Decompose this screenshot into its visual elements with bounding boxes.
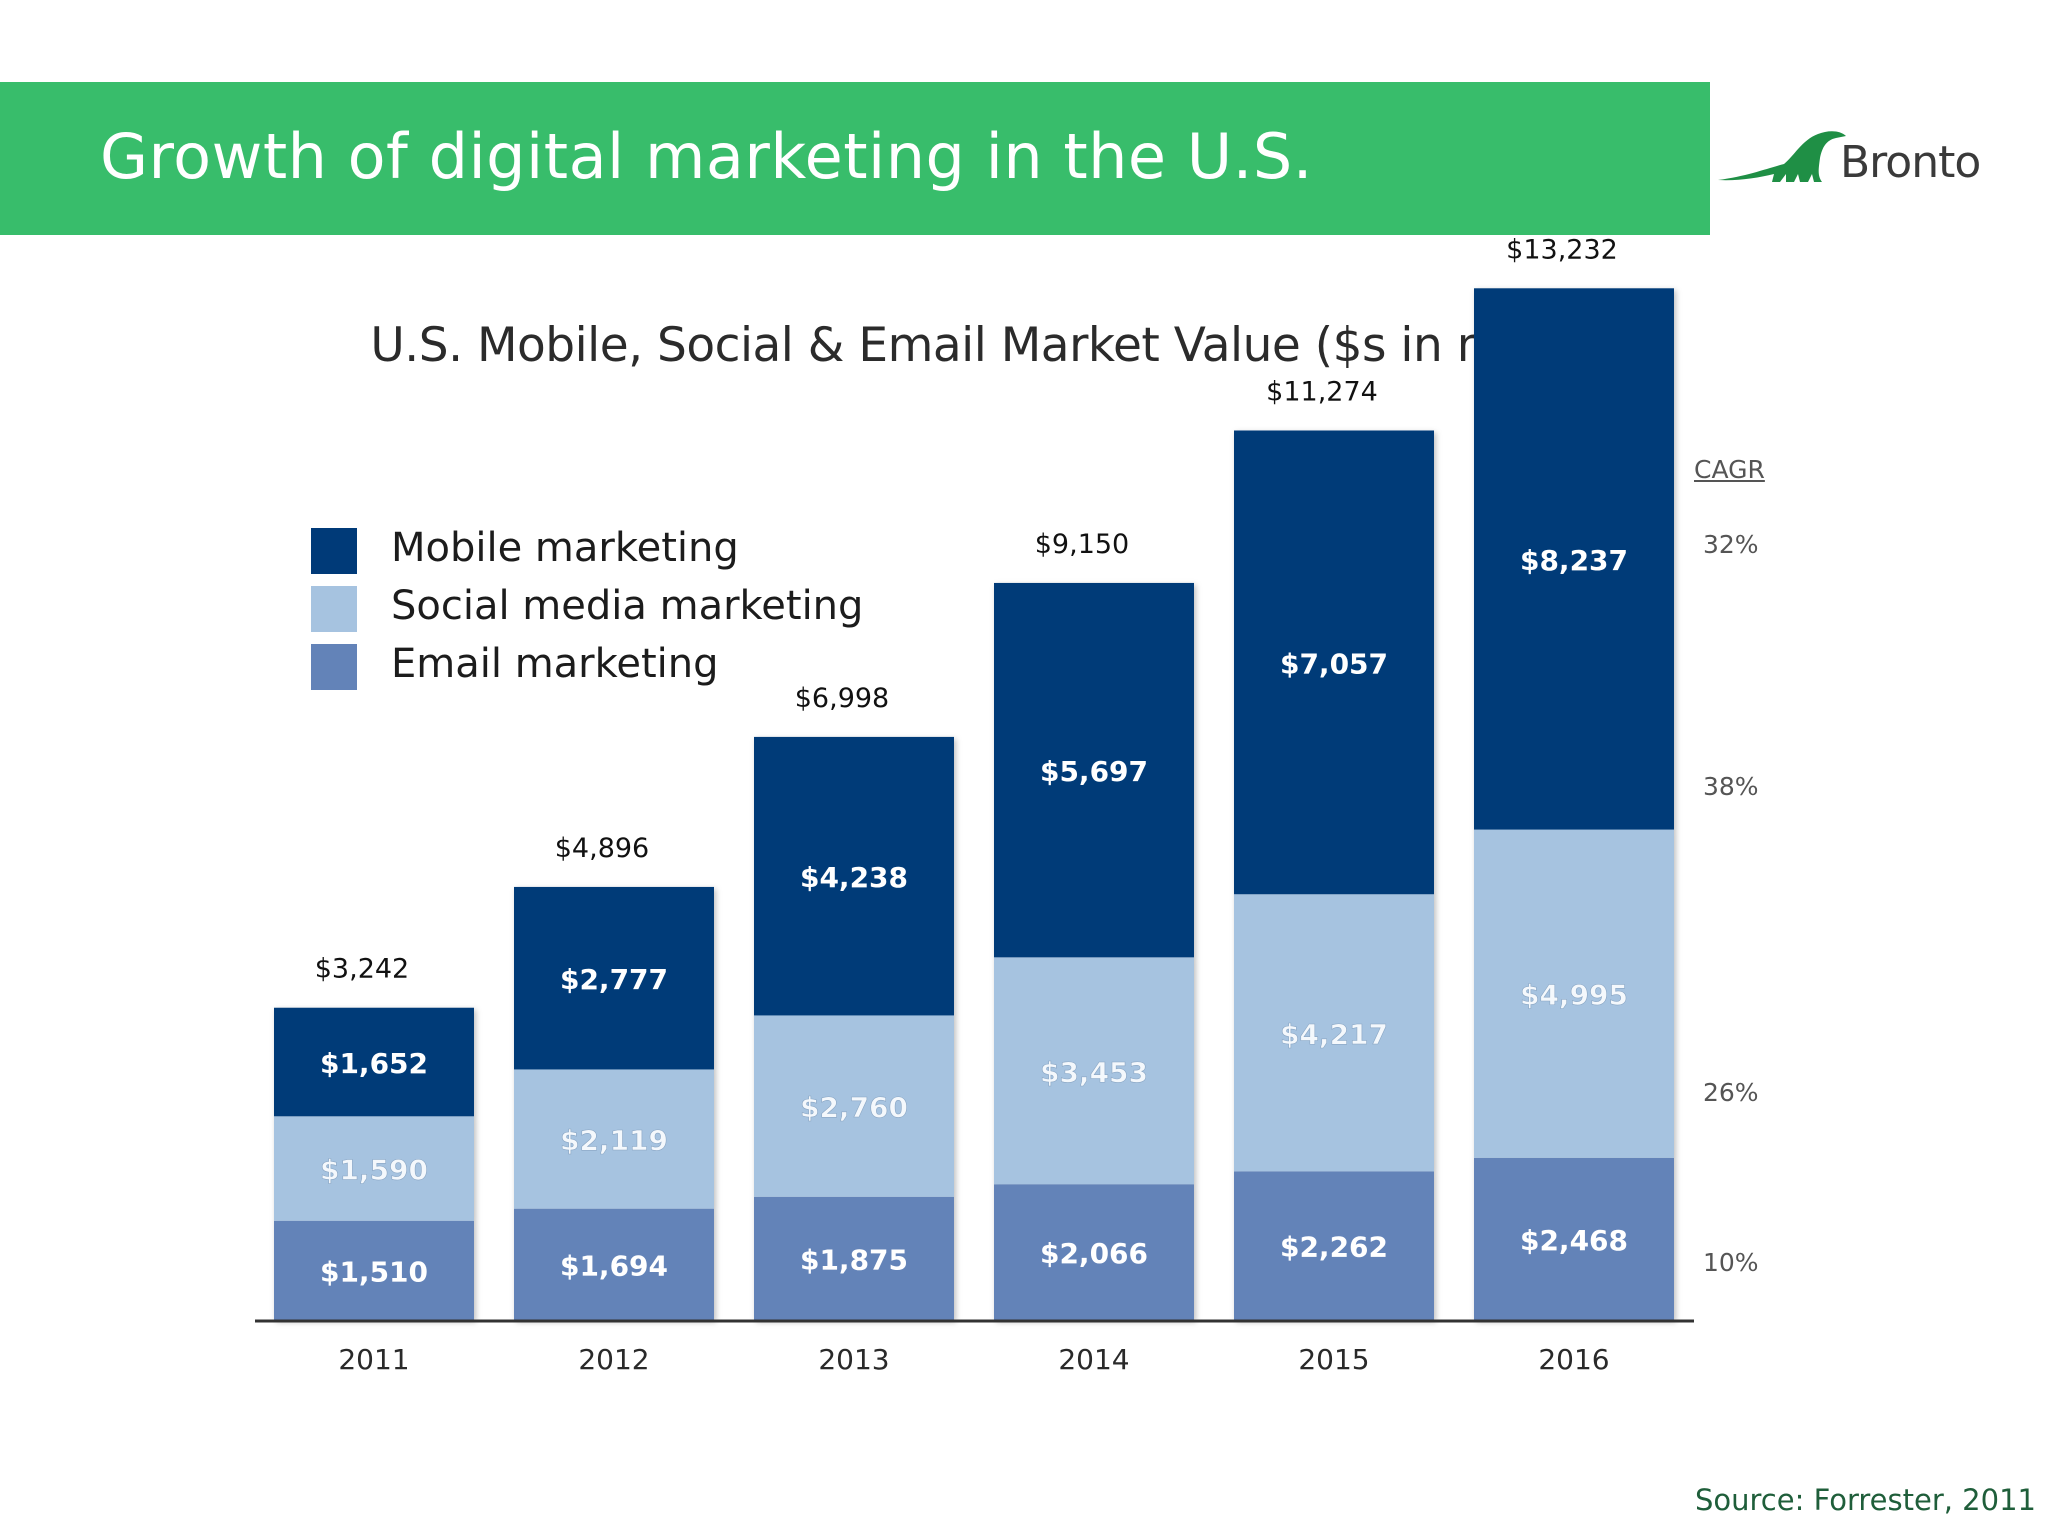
legend-swatch-mobile bbox=[311, 528, 357, 574]
segment-label: $3,453 bbox=[1040, 1056, 1148, 1089]
total-label: $4,896 bbox=[555, 833, 649, 864]
bar-segment-social-media-marketing-2012 bbox=[514, 1069, 714, 1209]
bar-segment-social-media-marketing-2014 bbox=[994, 957, 1194, 1185]
bar-segment-mobile-marketing-2015 bbox=[1234, 430, 1434, 895]
x-tick-label: 2016 bbox=[1538, 1343, 1609, 1376]
bar-group-2016 bbox=[1474, 288, 1674, 1320]
x-tick-label: 2015 bbox=[1298, 1343, 1369, 1376]
segment-label: $2,777 bbox=[560, 963, 668, 996]
bar-segment-mobile-marketing-2011 bbox=[274, 1007, 474, 1117]
legend-swatch-email bbox=[311, 644, 357, 690]
cagr-heading: CAGR bbox=[1694, 455, 1765, 484]
cagr-mobile: 38% bbox=[1703, 772, 1759, 801]
total-label: $11,274 bbox=[1266, 376, 1378, 407]
cagr-social: 26% bbox=[1703, 1078, 1759, 1107]
bar-segment-email-marketing-2016 bbox=[1474, 1157, 1674, 1320]
segment-label: $2,760 bbox=[800, 1091, 908, 1124]
bar-segment-mobile-marketing-2016 bbox=[1474, 288, 1674, 830]
cagr-email: 10% bbox=[1703, 1248, 1759, 1277]
bar-segment-social-media-marketing-2013 bbox=[754, 1015, 954, 1197]
x-tick-label: 2011 bbox=[338, 1343, 409, 1376]
segment-label: $4,995 bbox=[1520, 979, 1628, 1012]
total-label: $6,998 bbox=[795, 683, 889, 714]
segment-label: $2,119 bbox=[560, 1124, 668, 1157]
bar-segment-mobile-marketing-2014 bbox=[994, 582, 1194, 958]
bar-segment-mobile-marketing-2013 bbox=[754, 736, 954, 1016]
bar-group-2012 bbox=[514, 886, 714, 1320]
segment-label: $8,237 bbox=[1520, 544, 1628, 577]
bar-group-2013 bbox=[754, 736, 954, 1320]
segment-label: $1,590 bbox=[320, 1154, 428, 1187]
bar-segment-social-media-marketing-2016 bbox=[1474, 829, 1674, 1158]
segment-label: $2,066 bbox=[1040, 1237, 1148, 1270]
bar-group-2014 bbox=[994, 582, 1194, 1320]
bar-segment-social-media-marketing-2015 bbox=[1234, 894, 1434, 1172]
source-note: Source: Forrester, 2011 bbox=[1694, 1483, 2036, 1517]
legend-label-email: Email marketing bbox=[391, 641, 719, 687]
x-tick-label: 2012 bbox=[578, 1343, 649, 1376]
x-tick-label: 2014 bbox=[1058, 1343, 1129, 1376]
logo-text: Bronto bbox=[1840, 137, 1981, 188]
bar-group-2015 bbox=[1234, 430, 1434, 1320]
segment-label: $7,057 bbox=[1280, 647, 1388, 680]
bar-segment-email-marketing-2015 bbox=[1234, 1171, 1434, 1320]
segment-label: $2,262 bbox=[1280, 1231, 1388, 1264]
segment-label: $4,217 bbox=[1280, 1018, 1388, 1051]
bar-segment-mobile-marketing-2012 bbox=[514, 886, 714, 1070]
bar-segment-email-marketing-2011 bbox=[274, 1220, 474, 1320]
segment-label: $4,238 bbox=[800, 861, 908, 894]
legend-swatch-social bbox=[311, 586, 357, 632]
chart-title-text: U.S. Mobile, Social & Email Market Value… bbox=[370, 318, 1652, 373]
segment-label: $1,652 bbox=[320, 1047, 428, 1080]
slide-title: Growth of digital marketing in the U.S. bbox=[100, 120, 1313, 193]
title-banner bbox=[0, 82, 1710, 235]
segment-label: $2,468 bbox=[1520, 1224, 1628, 1257]
total-label: $13,232 bbox=[1506, 234, 1618, 265]
chart-title: U.S. Mobile, Social & Email Market Value… bbox=[0, 318, 2048, 373]
bar-segment-email-marketing-2012 bbox=[514, 1208, 714, 1320]
segment-label: $1,510 bbox=[320, 1255, 428, 1288]
total-label: $3,242 bbox=[315, 954, 409, 985]
segment-label: $5,697 bbox=[1040, 755, 1148, 788]
segment-label: $1,875 bbox=[800, 1243, 908, 1276]
bar-segment-social-media-marketing-2011 bbox=[274, 1116, 474, 1221]
bar-group-2011 bbox=[274, 1007, 474, 1320]
legend-label-mobile: Mobile marketing bbox=[391, 525, 739, 571]
bronto-logo-icon bbox=[1718, 131, 1846, 182]
bar-segment-email-marketing-2013 bbox=[754, 1196, 954, 1320]
cagr-total: 32% bbox=[1703, 530, 1759, 559]
legend-label-social: Social media marketing bbox=[391, 583, 864, 629]
x-tick-label: 2013 bbox=[818, 1343, 889, 1376]
bar-segment-email-marketing-2014 bbox=[994, 1184, 1194, 1320]
segment-label: $1,694 bbox=[560, 1249, 668, 1282]
total-label: $9,150 bbox=[1035, 529, 1129, 560]
